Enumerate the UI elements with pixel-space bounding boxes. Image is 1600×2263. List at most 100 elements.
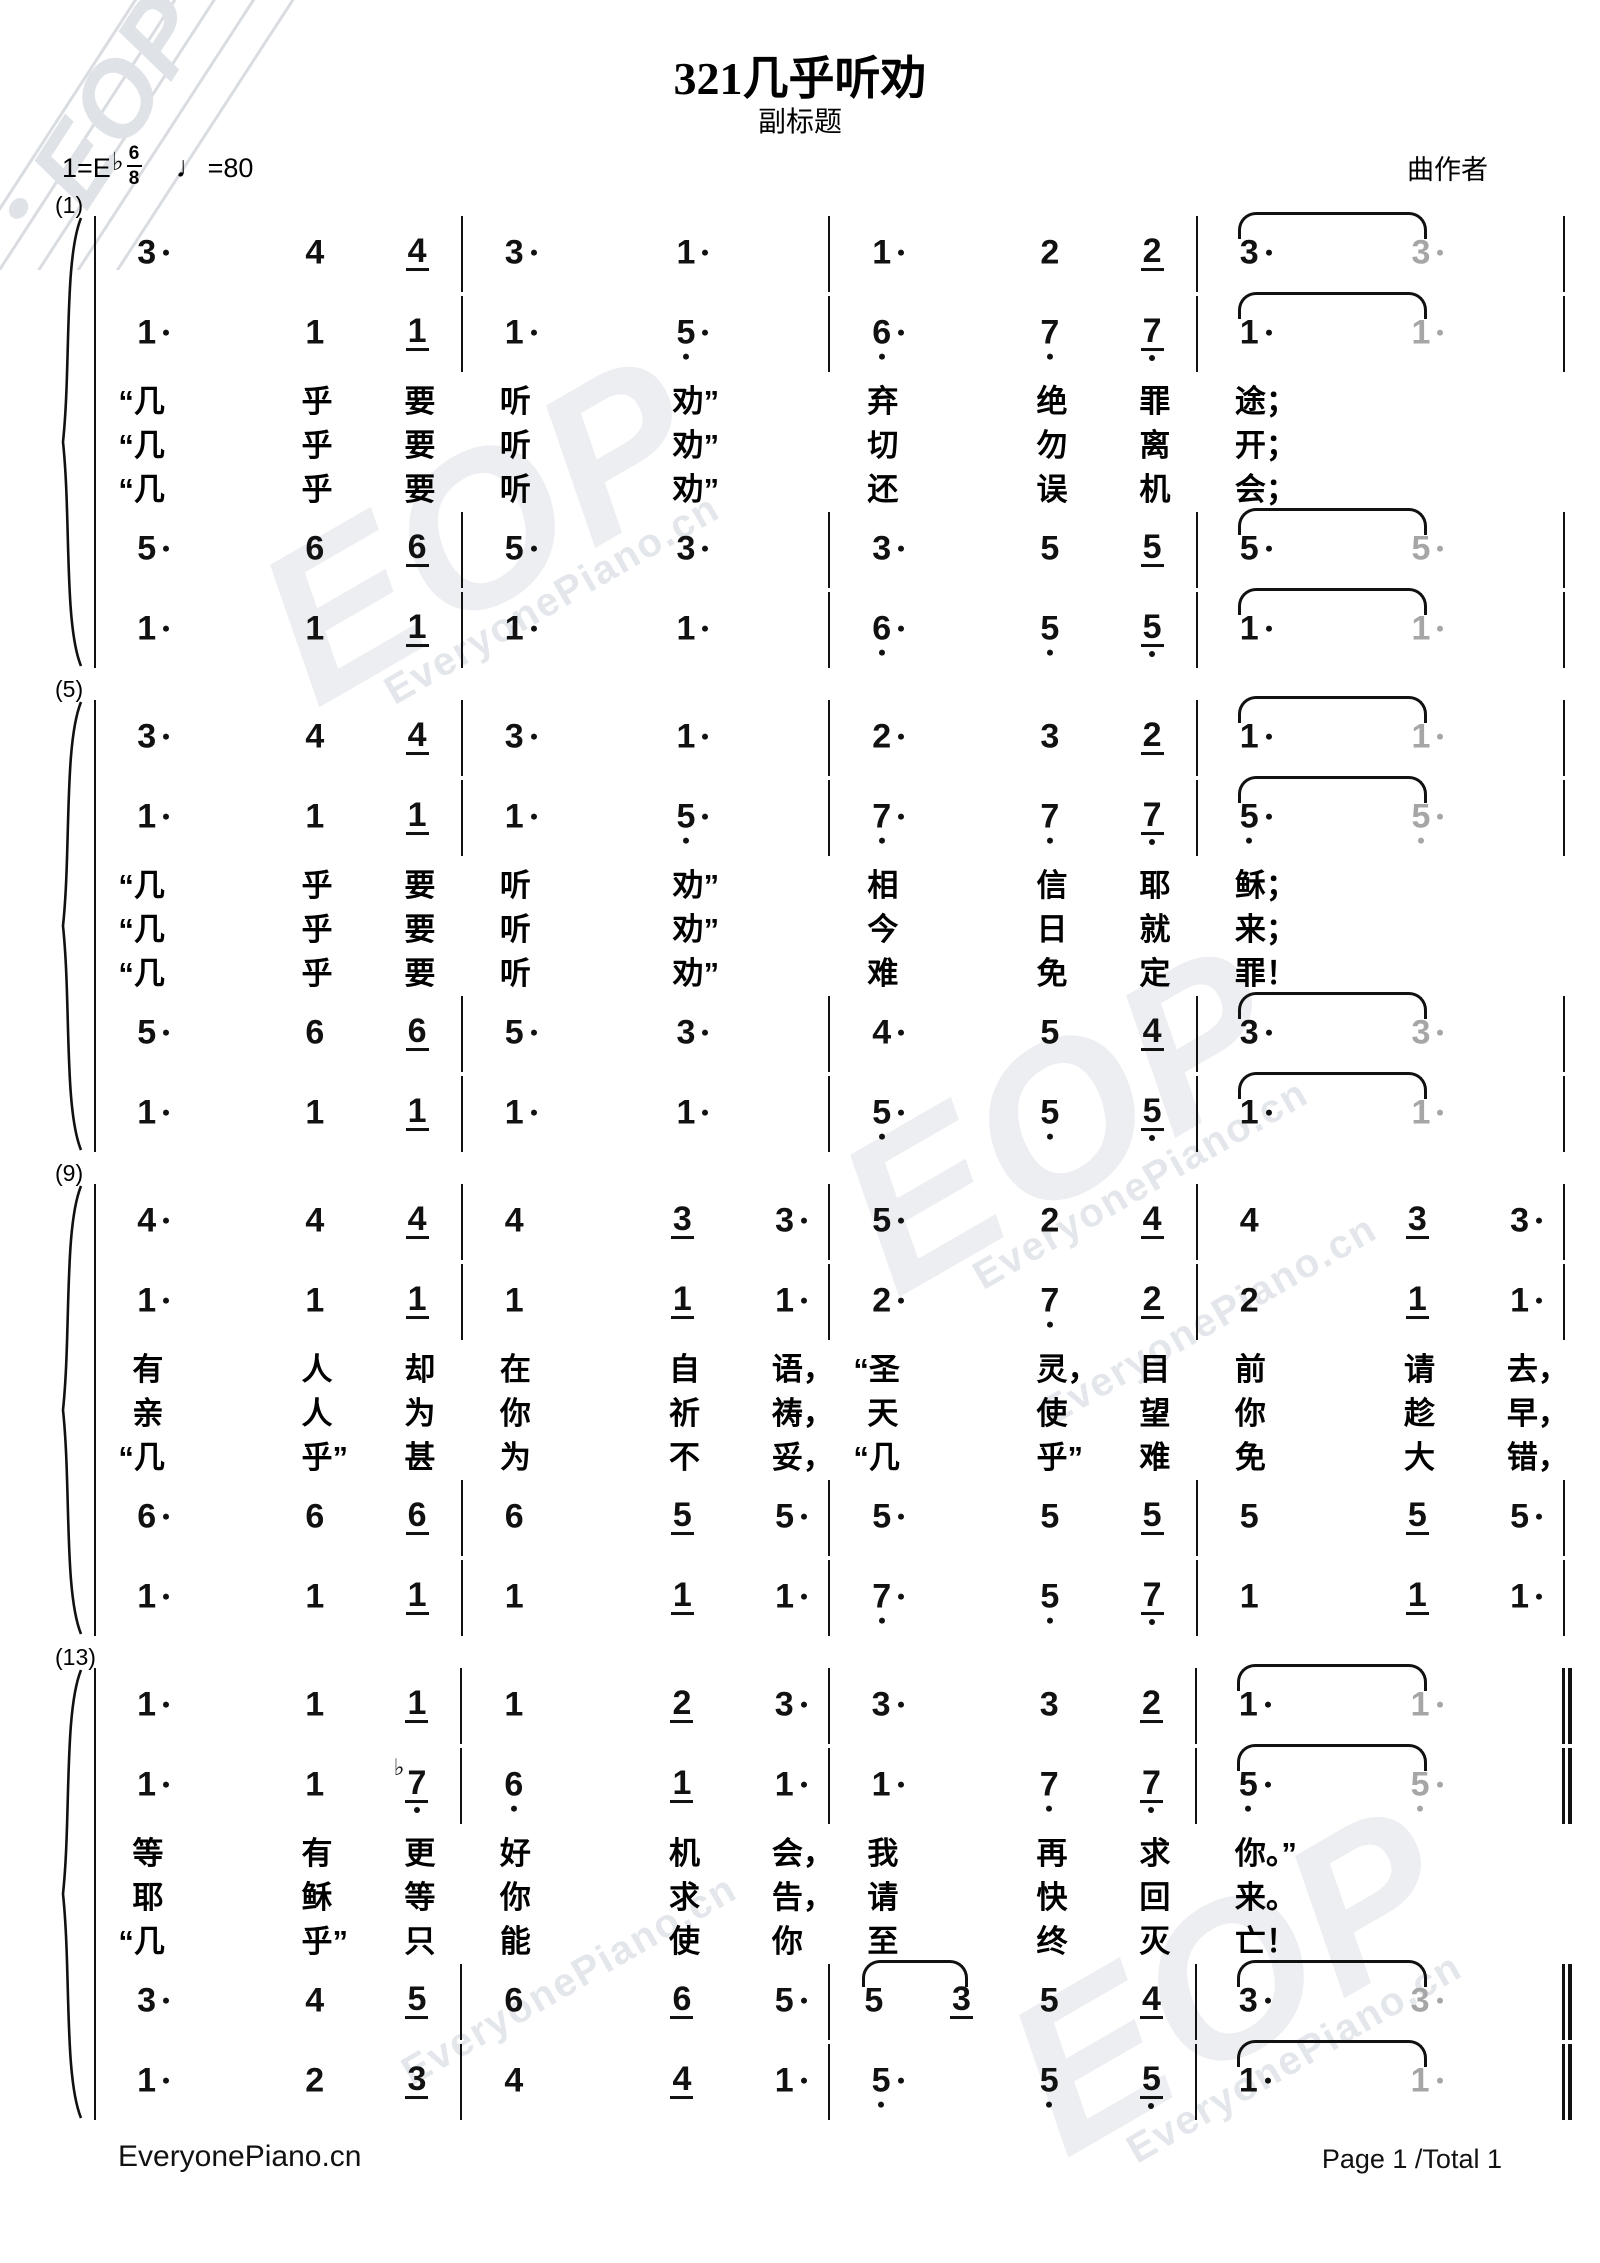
note-digit: 1 bbox=[137, 2061, 157, 2100]
note: 3 bbox=[503, 236, 537, 270]
note: 3 bbox=[1405, 1202, 1429, 1240]
lyric-syllable: 灵， bbox=[1036, 1352, 1099, 1387]
low-octave-dot-icon bbox=[878, 649, 885, 656]
time-numerator: 6 bbox=[128, 143, 140, 164]
system-start-barline bbox=[94, 216, 96, 668]
note: 1 bbox=[503, 612, 537, 646]
lyric-syllable: 有 bbox=[301, 1836, 333, 1871]
measure: 5 6 6 bbox=[95, 512, 463, 588]
note: 1 bbox=[1238, 1580, 1261, 1614]
note-digit: 1 bbox=[305, 1093, 325, 1132]
note: 1 bbox=[1238, 612, 1272, 646]
note: 1 bbox=[503, 316, 537, 350]
note-digit: 1 bbox=[676, 717, 696, 756]
system-rows: 3 4 4 3 1 1 2 2 3 3 1 1 1 1 5 6 7 7 1 1 “几乎要听劝” 弃绝罪途； “几乎要听劝” 切… bbox=[95, 212, 1565, 668]
note-digit: 1 bbox=[405, 1092, 429, 1132]
note: 1 bbox=[405, 1576, 429, 1616]
system-brace bbox=[61, 701, 83, 1151]
measure: 5 3 5 4 bbox=[830, 1960, 1197, 2040]
note-digit: 1 bbox=[305, 313, 325, 352]
duration-dot-icon bbox=[898, 1513, 905, 1520]
duration-dot-icon bbox=[163, 813, 170, 820]
system-brace bbox=[61, 1185, 83, 1635]
note: 1 bbox=[1238, 720, 1272, 754]
lyric-syllable: 等 bbox=[132, 1836, 164, 1871]
note: 5 bbox=[870, 1096, 905, 1140]
note-digit: 3 bbox=[1239, 233, 1259, 272]
lyric-syllable: 免 bbox=[1234, 1440, 1266, 1475]
note-digit: 4 bbox=[405, 716, 429, 756]
lyric-syllable: 免 bbox=[1036, 956, 1068, 991]
lyric-line: “几 乎 要 听 劝” 弃 绝 罪 途； bbox=[95, 374, 1565, 419]
note: 4 bbox=[405, 1202, 429, 1240]
note: 4 bbox=[405, 716, 429, 756]
duration-dot-icon bbox=[800, 1997, 807, 2004]
lyric-syllable: 乎 bbox=[301, 428, 333, 463]
note-digit: 5 bbox=[1040, 1497, 1060, 1536]
note: 1 bbox=[773, 2064, 807, 2098]
duration-dot-icon bbox=[898, 545, 905, 552]
system-start-barline bbox=[94, 1184, 96, 1636]
duration-dot-icon bbox=[163, 249, 170, 256]
note-digit: 5 bbox=[871, 2061, 891, 2100]
note: 1 bbox=[303, 1688, 326, 1722]
note-digit: 1 bbox=[405, 1280, 429, 1320]
duration-dot-icon bbox=[1436, 1701, 1443, 1708]
note-digit: 4 bbox=[670, 2060, 694, 2100]
flat-sign: ♭ bbox=[111, 148, 124, 176]
measure: 1 2 2 bbox=[830, 216, 1198, 292]
note-digit: 1 bbox=[775, 1281, 795, 1320]
duration-dot-icon bbox=[898, 813, 905, 820]
note-digit: 1 bbox=[676, 233, 696, 272]
note: 5 bbox=[1140, 1094, 1164, 1142]
note: 6 bbox=[670, 1982, 694, 2020]
note-digit: 1 bbox=[405, 312, 429, 352]
note: 1 bbox=[135, 800, 170, 834]
measure: 1 1 1 bbox=[463, 1264, 830, 1340]
measure: 5 6 6 bbox=[95, 996, 463, 1072]
lyric-syllable: 要 bbox=[404, 956, 436, 991]
lyric-syllable: 大 bbox=[1403, 1440, 1435, 1475]
lyric-syllable: 会， bbox=[771, 1836, 834, 1871]
note: 2 bbox=[303, 2064, 326, 2098]
note: 3 bbox=[135, 236, 170, 270]
note-digit: 1 bbox=[137, 609, 157, 648]
note: 2 bbox=[1038, 1204, 1061, 1238]
score-system: (9) 4 4 4 4 3 3 5 2 4 4 3 3 1 1 1 1 1 1 2 7 2 2 1 1 有人却在自语， “圣 灵，目前… bbox=[55, 1160, 1569, 1636]
low-octave-dot-icon bbox=[1149, 1619, 1156, 1626]
note-digit: 2 bbox=[1040, 233, 1060, 272]
duration-dot-icon bbox=[898, 733, 905, 740]
duration-dot-icon bbox=[801, 1593, 808, 1600]
note: 1 bbox=[303, 800, 326, 834]
note-digit: 2 bbox=[305, 2061, 325, 2100]
note: 4 bbox=[1238, 1204, 1261, 1238]
note: 3 bbox=[1237, 1984, 1271, 2018]
measure: 5 5 5 bbox=[830, 1480, 1198, 1556]
duration-dot-icon bbox=[1536, 1513, 1543, 1520]
tie-arc bbox=[1236, 2040, 1427, 2067]
note-line: 1 1 1 1 1 1 7 5 7 1 1 1 bbox=[95, 1560, 1565, 1636]
footer-site-link[interactable]: EveryonePiano.cn bbox=[118, 2140, 362, 2173]
lyric-syllable: 祈 bbox=[668, 1396, 700, 1431]
note: 1 bbox=[135, 1768, 170, 1802]
note-digit: 1 bbox=[405, 1576, 429, 1616]
note-digit: 7 bbox=[1040, 1281, 1060, 1320]
note-digit: 5 bbox=[1239, 1497, 1259, 1536]
lyric-syllable: 要 bbox=[404, 868, 436, 903]
tie-arc bbox=[862, 1960, 969, 1987]
note: 1 bbox=[670, 1578, 694, 1616]
note: 1 bbox=[674, 233, 709, 272]
note: 1 bbox=[503, 1284, 526, 1318]
lyric-syllable: 回 bbox=[1139, 1880, 1171, 1915]
note-digit: 1 bbox=[305, 1685, 325, 1724]
duration-dot-icon bbox=[898, 1217, 905, 1224]
note-digit: 5 bbox=[774, 1981, 794, 2020]
note: 3 bbox=[503, 720, 537, 754]
duration-dot-icon bbox=[1265, 329, 1272, 336]
duration-dot-icon bbox=[898, 1593, 905, 1600]
lyrics-block: 有人却在自语， “圣 灵，目前请去，亲人为你祈祷，天使望你趁早， “几 乎” 甚为不妥， “… bbox=[95, 1342, 1568, 1475]
